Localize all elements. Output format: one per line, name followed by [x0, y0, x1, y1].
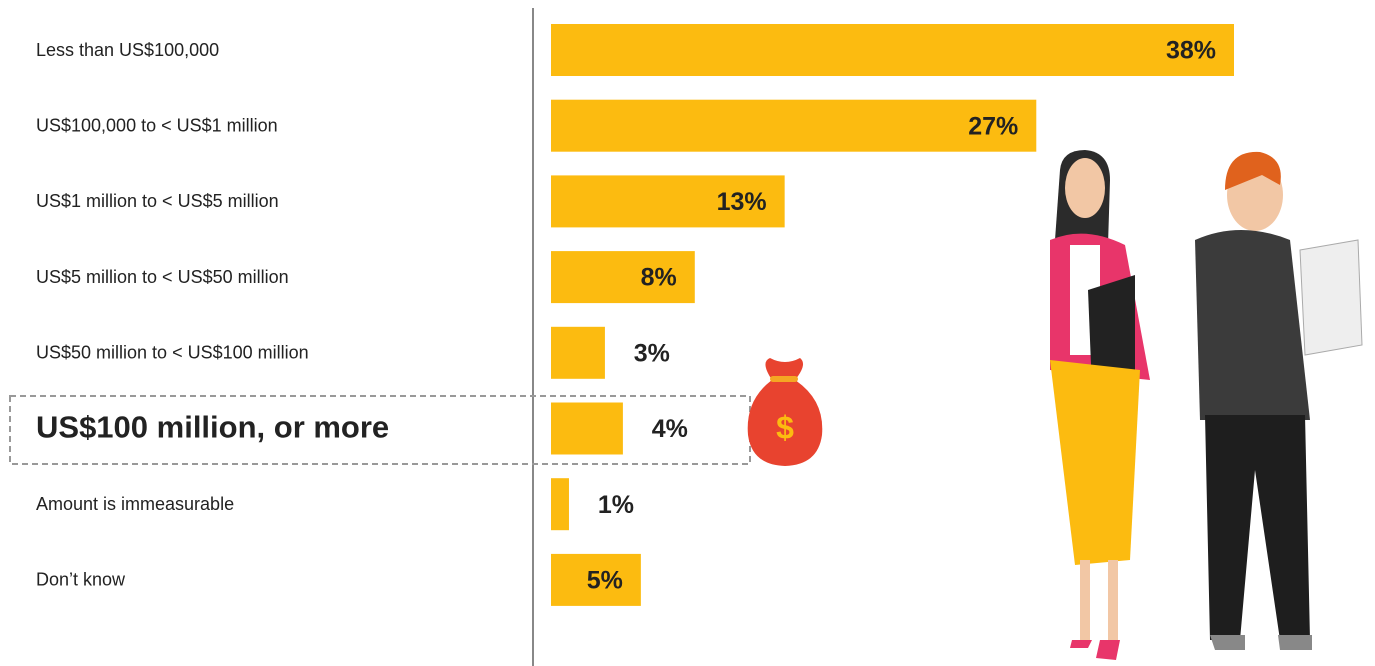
- category-label: US$5 million to < US$50 million: [36, 267, 289, 287]
- bar: [551, 24, 1234, 76]
- svg-text:$: $: [776, 409, 794, 445]
- category-label: Don’t know: [36, 570, 126, 590]
- value-label: 8%: [641, 264, 677, 292]
- bar: [551, 478, 569, 531]
- category-label: Less than US$100,000: [36, 40, 219, 60]
- value-label: 27%: [968, 112, 1018, 140]
- money-bag-icon: $: [747, 358, 823, 466]
- category-label: US$100,000 to < US$1 million: [36, 115, 278, 135]
- value-label: 4%: [652, 415, 688, 443]
- highlighted-category-label: US$100 million, or more: [36, 410, 389, 445]
- bar: [551, 175, 785, 228]
- man-illustration: [1195, 151, 1363, 650]
- value-label: 38%: [1166, 37, 1216, 65]
- value-label: 13%: [717, 188, 767, 216]
- bar: [551, 326, 605, 379]
- value-label: 1%: [598, 491, 634, 519]
- bar: [551, 251, 695, 304]
- bar: [551, 553, 641, 606]
- category-label: Amount is immeasurable: [36, 494, 234, 514]
- value-label: 3%: [634, 339, 670, 367]
- woman-illustration: [1050, 150, 1150, 660]
- category-label: US$1 million to < US$5 million: [36, 191, 279, 211]
- category-label: US$50 million to < US$100 million: [36, 343, 309, 363]
- value-label: 5%: [587, 567, 623, 595]
- bar: [551, 99, 1037, 152]
- bar: [551, 402, 623, 455]
- highlight-box: [9, 395, 751, 465]
